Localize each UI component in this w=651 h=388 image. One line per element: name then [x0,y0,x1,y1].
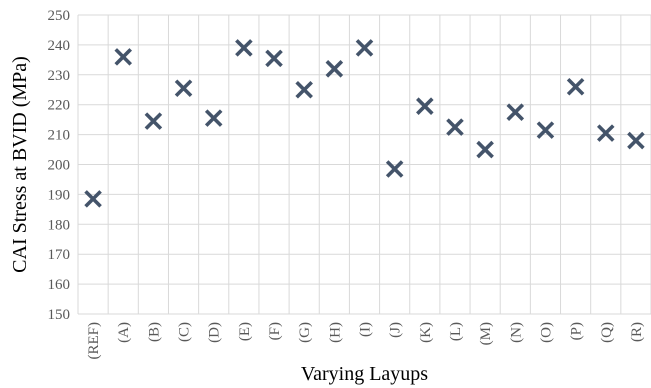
x-tick-label: (O) [538,322,554,343]
x-tick-label: (F) [267,322,283,340]
x-tick-label: (N) [508,322,524,343]
data-point [416,97,434,115]
data-point [536,121,555,139]
data-point [355,39,374,57]
data-point [144,112,163,130]
y-tick-label: 180 [48,217,71,233]
data-points [84,39,645,208]
data-point [566,77,585,96]
data-point [385,160,404,178]
data-point [476,140,494,159]
y-tick-label: 230 [48,68,71,84]
y-axis-title: CAI Stress at BVID (MPa) [9,56,31,273]
x-tick-label: (K) [418,322,434,343]
y-tick-label: 170 [48,247,71,263]
y-tick-label: 150 [48,307,71,323]
x-axis-ticks: (REF) (A) (B) (C) (D) (E) (F) (G) (H) (I) (J) (K) (L… [86,322,645,360]
x-tick-label: (REF) [86,322,102,360]
x-axis-title: Varying Layups [301,363,428,385]
x-tick-label: (E) [237,322,253,341]
data-point [114,48,133,66]
x-tick-label: (D) [207,322,223,343]
data-point [84,190,102,208]
y-axis-ticks: 150 160 170 180 190 200 210 220 230 240 250 [48,8,71,323]
data-point [506,103,525,121]
y-tick-label: 240 [48,38,71,54]
x-tick-label: (C) [177,322,193,342]
x-tick-label: (P) [569,322,585,340]
x-tick-label: (R) [629,322,645,342]
x-tick-label: (H) [327,322,343,343]
x-tick-label: (I) [358,322,374,337]
data-point [265,49,283,68]
data-point [235,39,253,57]
data-point [627,131,645,150]
data-point [596,124,615,142]
y-tick-label: 220 [48,98,71,114]
x-tick-label: (A) [116,322,132,343]
x-tick-label: (Q) [599,322,615,343]
data-point [174,79,193,98]
x-tick-label: (L) [448,322,464,341]
x-tick-label: (M) [478,322,494,345]
y-tick-label: 210 [48,128,71,144]
data-point [295,80,313,99]
y-tick-label: 250 [48,8,71,24]
data-point [446,118,464,136]
y-tick-label: 200 [48,158,71,174]
y-tick-label: 160 [48,277,71,293]
x-tick-label: (G) [297,322,313,343]
y-tick-label: 190 [48,187,71,203]
x-tick-label: (B) [146,322,162,342]
gridlines [77,14,651,315]
data-point [325,60,344,78]
data-point [204,109,223,127]
x-tick-label: (J) [388,322,404,338]
